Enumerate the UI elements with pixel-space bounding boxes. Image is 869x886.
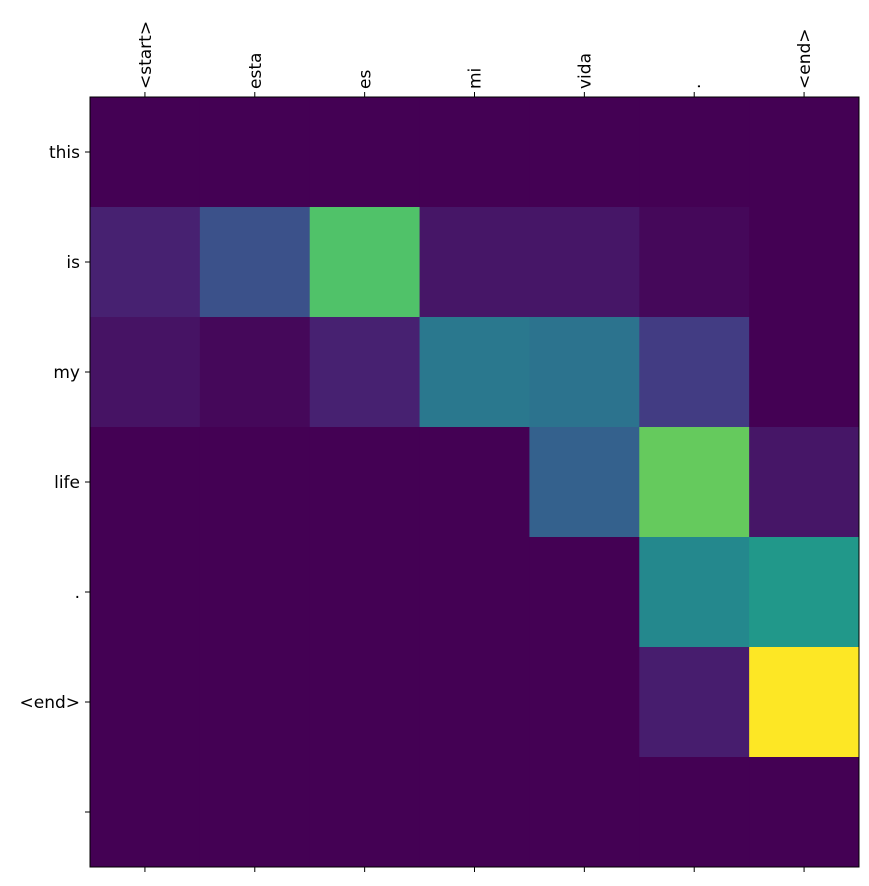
heatmap-cell <box>529 427 640 538</box>
heatmap-cell <box>199 427 311 538</box>
heatmap-cell <box>309 427 421 538</box>
heatmap-cell <box>199 97 311 208</box>
heatmap-cell <box>749 537 860 648</box>
heatmap-cell <box>529 647 640 758</box>
heatmap-cell <box>529 317 640 428</box>
y-tick-label: life <box>54 473 80 493</box>
heatmap-cell <box>199 207 311 318</box>
heatmap-cell <box>529 97 640 208</box>
heatmap-cell <box>309 537 421 648</box>
heatmap-cell <box>90 537 201 648</box>
heatmap-cell <box>419 757 530 868</box>
y-tick-label: is <box>66 253 80 273</box>
heatmap-cell <box>639 427 750 538</box>
heatmap-cell <box>419 207 530 318</box>
heatmap-cell <box>419 537 530 648</box>
heatmap-cell <box>639 207 750 318</box>
heatmap-cell <box>90 757 201 868</box>
x-tick-label: <end> <box>795 28 815 89</box>
heatmap-cell <box>749 317 860 428</box>
heatmap-cell <box>90 207 201 318</box>
x-tick-label: <start> <box>136 21 156 89</box>
heatmap-cell <box>529 207 640 318</box>
heatmap-cell <box>199 647 311 758</box>
heatmap-cell <box>419 317 530 428</box>
heatmap-cell <box>309 317 421 428</box>
y-tick-label: my <box>53 363 80 383</box>
heatmap-cell <box>639 757 750 868</box>
heatmap-cell <box>90 427 201 538</box>
heatmap-cell <box>199 537 311 648</box>
heatmap-cell <box>749 207 860 318</box>
x-tick-label: . <box>685 84 705 89</box>
heatmap-cell <box>749 97 860 208</box>
heatmap-cell <box>749 647 860 758</box>
x-tick-label: es <box>356 70 376 89</box>
heatmap-cell <box>529 757 640 868</box>
heatmap-cell <box>199 317 311 428</box>
y-tick-label: <end> <box>19 693 80 713</box>
y-tick-label: . <box>75 583 80 603</box>
heatmap-cell <box>419 97 530 208</box>
x-tick-label: vida <box>575 53 595 89</box>
heatmap-cell <box>639 647 750 758</box>
heatmap-cell <box>309 97 421 208</box>
heatmap-cell <box>309 207 421 318</box>
heatmap-cell <box>639 537 750 648</box>
heatmap-cell <box>639 317 750 428</box>
heatmap-cell <box>199 757 311 868</box>
heatmap-cell <box>419 427 530 538</box>
heatmap-cell <box>529 537 640 648</box>
heatmap-cell <box>639 97 750 208</box>
y-tick-label: this <box>49 143 80 163</box>
heatmap-cell <box>90 317 201 428</box>
heatmap-cell <box>309 647 421 758</box>
heatmap-cell <box>90 97 201 208</box>
heatmap-cell <box>749 427 860 538</box>
heatmap-cell <box>90 647 201 758</box>
heatmap-cell <box>749 757 860 868</box>
x-tick-label: mi <box>466 68 486 89</box>
heatmap-cell <box>309 757 421 868</box>
heatmap-cell <box>419 647 530 758</box>
x-tick-label: esta <box>246 53 266 89</box>
